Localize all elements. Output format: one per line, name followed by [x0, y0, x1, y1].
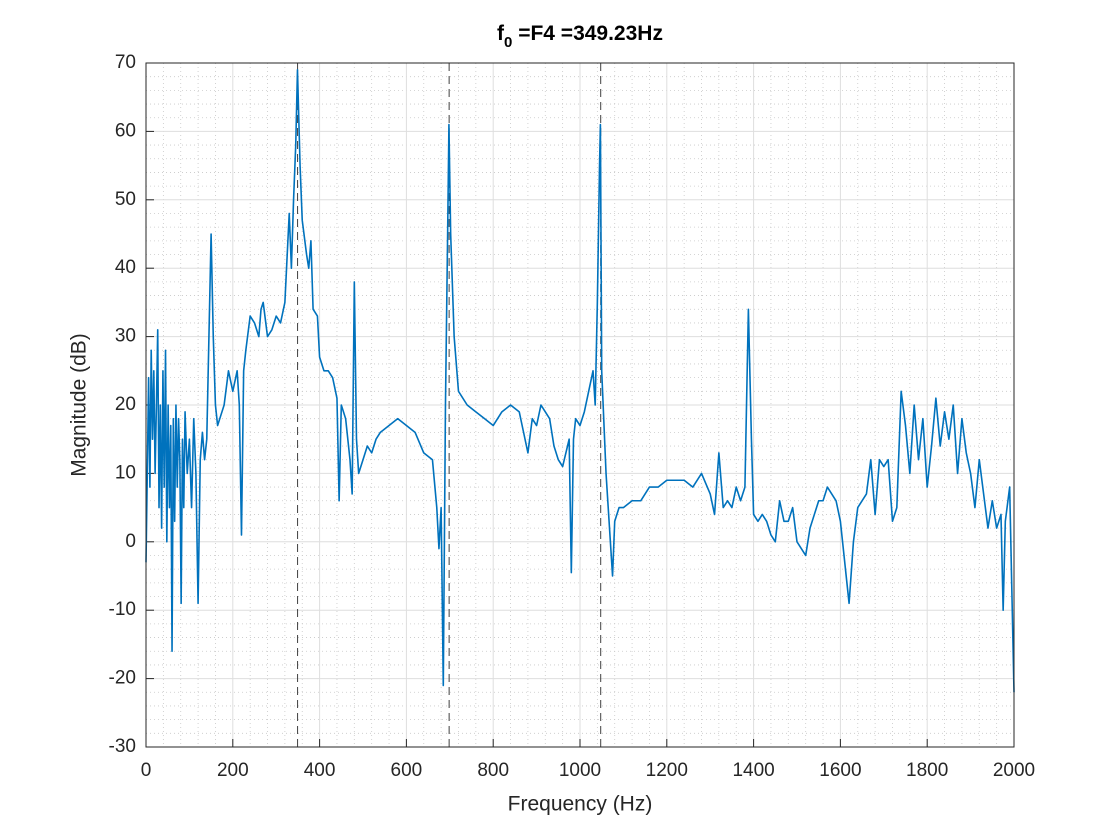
y-tick-label: 30: [115, 326, 136, 347]
x-axis-label: Frequency (Hz): [508, 793, 653, 816]
y-tick-label: 50: [115, 189, 136, 210]
x-tick-label: 1800: [906, 760, 948, 781]
y-tick-label: -20: [109, 668, 136, 689]
x-tick-label: 1200: [646, 760, 688, 781]
title-rest: =F4 =349.23Hz: [512, 22, 663, 45]
y-tick-label: -30: [109, 736, 136, 757]
x-tick-label: 1400: [732, 760, 774, 781]
x-tick-label: 200: [217, 760, 249, 781]
title-base: f: [497, 22, 505, 45]
y-tick-label: 60: [115, 120, 136, 141]
y-tick-label: 10: [115, 462, 136, 483]
y-tick-label: -10: [109, 599, 136, 620]
x-tick-label: 800: [477, 760, 509, 781]
spectrum-line: [145, 69, 1015, 693]
x-tick-label: 600: [391, 760, 423, 781]
title-subscript: 0: [504, 34, 512, 51]
chart-title: f0 =F4 =349.23Hz: [497, 22, 663, 51]
x-tick-label: 0: [141, 760, 152, 781]
axes-box: [145, 62, 1015, 748]
x-tick-label: 1600: [819, 760, 861, 781]
y-tick-label: 0: [125, 531, 136, 552]
x-tick-label: 1000: [559, 760, 601, 781]
y-axis-label: Magnitude (dB): [68, 333, 91, 477]
y-tick-label: 20: [115, 394, 136, 415]
x-tick-label: 2000: [993, 760, 1035, 781]
y-tick-label: 40: [115, 257, 136, 278]
y-tick-label: 70: [115, 52, 136, 73]
x-tick-label: 400: [304, 760, 336, 781]
